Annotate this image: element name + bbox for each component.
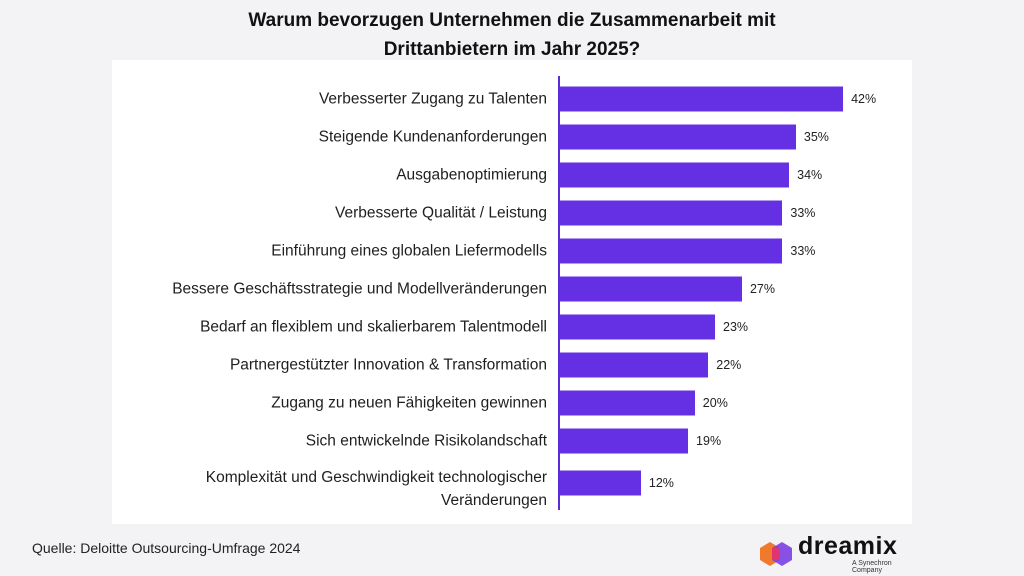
value-label: 33% bbox=[790, 206, 816, 220]
category-label: Verbesserte Qualität / Leistung bbox=[335, 204, 547, 222]
value-label: 27% bbox=[749, 282, 775, 296]
bar bbox=[560, 162, 790, 188]
source-note: Quelle: Deloitte Outsourcing-Umfrage 202… bbox=[32, 540, 301, 556]
value-label: 12% bbox=[648, 476, 674, 490]
category-label: Steigende Kundenanforderungen bbox=[318, 128, 547, 146]
value-label: 42% bbox=[851, 92, 877, 106]
value-label: 34% bbox=[797, 168, 823, 182]
bar bbox=[560, 276, 742, 302]
category-label: Bessere Geschäftsstrategie und Modellver… bbox=[172, 280, 547, 298]
value-label: 22% bbox=[716, 358, 742, 372]
value-label: 33% bbox=[790, 244, 816, 258]
logo-name: dreamix bbox=[798, 532, 898, 560]
value-label: 20% bbox=[702, 396, 728, 410]
category-label: Sich entwickelnde Risikolandschaft bbox=[305, 432, 547, 450]
bar bbox=[560, 428, 689, 454]
bar bbox=[560, 314, 716, 340]
logo: dreamix A Synechron Company bbox=[760, 532, 920, 574]
bar bbox=[560, 124, 796, 150]
category-label: Bedarf an flexiblem und skalierbarem Tal… bbox=[200, 318, 547, 336]
value-label: 23% bbox=[723, 320, 749, 334]
bar bbox=[560, 470, 641, 496]
bar bbox=[560, 352, 709, 378]
category-label: Ausgabenoptimierung bbox=[396, 166, 547, 184]
logo-icon bbox=[760, 542, 792, 566]
bar bbox=[560, 238, 783, 264]
category-axis-line bbox=[558, 76, 560, 510]
logo-tagline: A Synechron Company bbox=[852, 560, 892, 574]
value-label: 19% bbox=[696, 434, 722, 448]
category-label: Partnergestützter Innovation & Transform… bbox=[229, 356, 547, 374]
bar bbox=[560, 200, 783, 226]
category-label: Verbesserter Zugang zu Talenten bbox=[318, 90, 547, 108]
category-label: Zugang zu neuen Fähigkeiten gewinnen bbox=[271, 394, 547, 412]
chart-title: Warum bevorzugen Unternehmen die Zusamme… bbox=[248, 10, 776, 60]
bar bbox=[560, 86, 844, 112]
category-label: Einführung eines globalen Liefermodells bbox=[271, 242, 547, 260]
value-label: 35% bbox=[803, 130, 829, 144]
bar bbox=[560, 390, 695, 416]
category-label: Komplexität und Geschwindigkeit technolo… bbox=[205, 469, 547, 509]
